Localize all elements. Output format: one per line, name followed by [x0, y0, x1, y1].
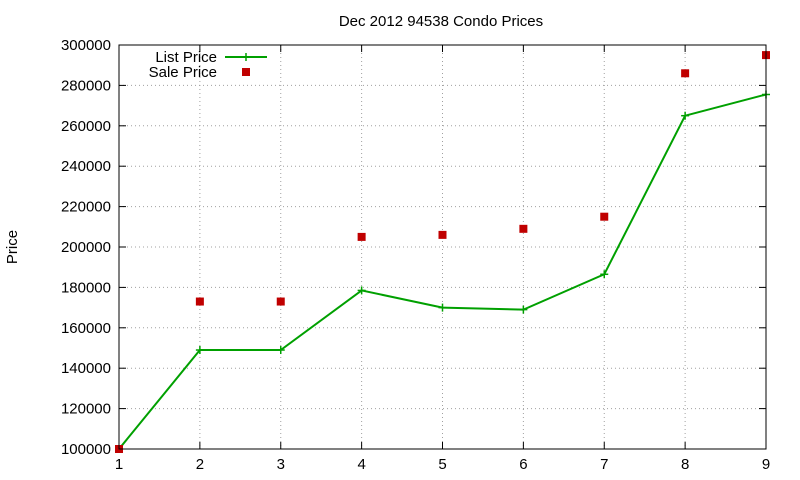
data-point [195, 297, 204, 306]
y-axis-label: Price [4, 230, 21, 264]
legend-marker [242, 68, 250, 76]
x-tick-label: 8 [681, 456, 689, 473]
data-point [276, 346, 285, 355]
data-point [276, 297, 285, 306]
y-tick-label: 220000 [61, 199, 111, 216]
plot-border [118, 44, 767, 450]
data-point [600, 212, 609, 221]
x-tick-label: 6 [519, 456, 527, 473]
x-tick-label: 7 [600, 456, 608, 473]
series-line [118, 93, 767, 450]
y-tick-label: 100000 [61, 441, 111, 458]
data-point [681, 111, 690, 120]
legend-marker [242, 53, 250, 61]
data-point [438, 230, 447, 239]
y-tick-label: 180000 [61, 279, 111, 296]
y-tick-label: 240000 [61, 158, 111, 175]
y-tick-label: 140000 [61, 360, 111, 377]
series-list-price [115, 90, 770, 453]
y-tick-label: 280000 [61, 77, 111, 94]
x-tick-label: 4 [357, 456, 365, 473]
data-point [519, 305, 528, 314]
data-point [357, 286, 366, 295]
y-tick-label: 200000 [61, 239, 111, 256]
legend-label: Sale Price [149, 64, 217, 81]
data-point [195, 346, 204, 355]
data-point [600, 270, 609, 279]
data-point [519, 224, 528, 233]
data-point [438, 303, 447, 312]
data-point [357, 232, 366, 241]
x-tick-label: 5 [438, 456, 446, 473]
series-layer [115, 51, 770, 453]
grid [119, 45, 766, 449]
chart-title: Dec 2012 94538 Condo Prices [339, 13, 543, 30]
legend-label: List Price [155, 49, 217, 66]
y-tick-label: 260000 [61, 118, 111, 135]
y-tick-label: 120000 [61, 401, 111, 418]
axis-ticks: 100000 120000 140000 160000 180000 200000 2200… [61, 37, 770, 473]
x-tick-label: 3 [277, 456, 285, 473]
y-tick-label: 300000 [61, 37, 111, 54]
series-sale-price [115, 51, 770, 453]
x-tick-label: 9 [762, 456, 770, 473]
data-point [681, 69, 690, 78]
y-tick-label: 160000 [61, 320, 111, 337]
x-tick-label: 2 [196, 456, 204, 473]
x-tick-label: 1 [115, 456, 123, 473]
